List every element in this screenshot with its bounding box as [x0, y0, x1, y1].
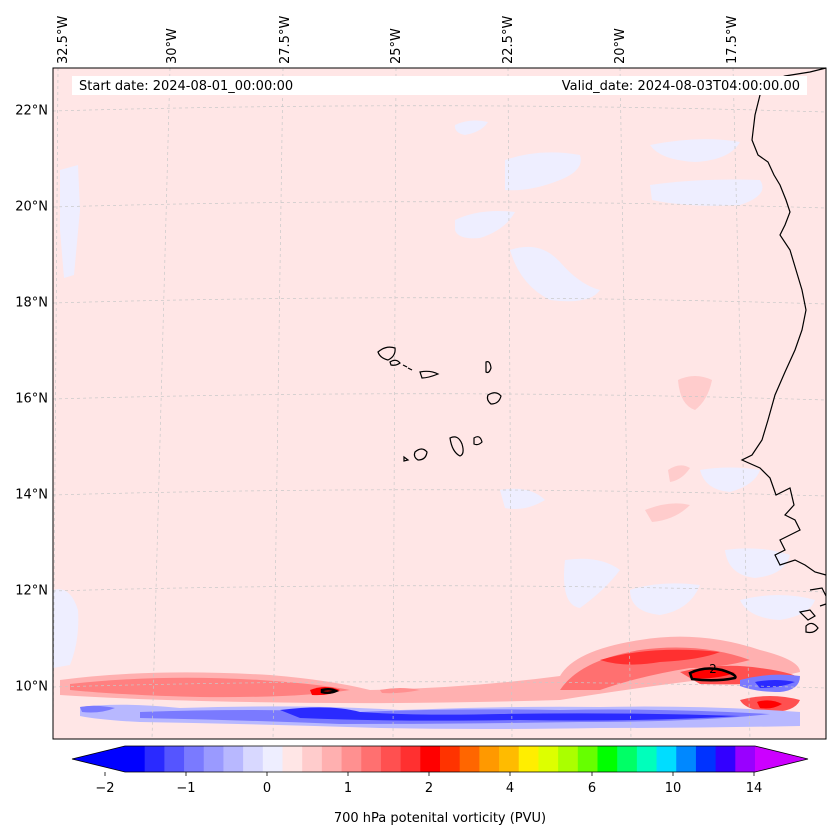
colorbar-cell: [282, 746, 303, 772]
pv-field-background: [53, 68, 826, 739]
colorbar-cell: [262, 746, 283, 772]
colorbar-cell: [636, 746, 658, 772]
colorbar-tick-label: −1: [176, 781, 195, 796]
colorbar-cell: [400, 746, 421, 772]
colorbar-cell: [302, 746, 323, 772]
colorbar-cell: [735, 746, 756, 772]
colorbar-cell: [203, 746, 224, 772]
pv-positive-band: [60, 636, 800, 712]
lat-label: 16°N: [15, 392, 48, 407]
colorbar-ticks: [104, 772, 755, 776]
contour-label: 2: [709, 662, 717, 676]
colorbar-cell: [617, 746, 638, 772]
cape-verde-islands: [377, 346, 502, 462]
colorbar-cell: [440, 746, 461, 772]
colorbar-tick-label: 4: [506, 781, 514, 796]
latitude-labels: 22°N 20°N 18°N 16°N 14°N 12°N 10°N: [15, 104, 48, 695]
colorbar-cell: [558, 746, 579, 772]
graticule: [52, 67, 827, 740]
colorbar-cell: [538, 746, 559, 772]
colorbar-cells: [125, 746, 756, 772]
colorbar-cell: [223, 746, 244, 772]
lat-label: 20°N: [15, 200, 48, 215]
colorbar-cell: [184, 746, 205, 772]
colorbar-cell: [321, 746, 343, 772]
colorbar-cell: [695, 746, 717, 772]
colorbar-cell: [597, 746, 618, 772]
colorbar-cell: [380, 746, 402, 772]
colorbar-cell: [518, 746, 539, 772]
pv-contour-2: [320, 667, 737, 695]
colorbar-tick-label: 2: [425, 781, 433, 796]
colorbar-cell: [164, 746, 185, 772]
colorbar-cell: [459, 746, 480, 772]
lon-label: 27.5°W: [278, 16, 293, 64]
colorbar-tick-label: −2: [95, 781, 114, 796]
lon-label: 30°W: [165, 28, 180, 64]
lat-label: 14°N: [15, 488, 48, 503]
colorbar-cell: [715, 746, 736, 772]
lat-label: 22°N: [15, 104, 48, 119]
colorbar-cell: [144, 746, 165, 772]
map-frame: [52, 67, 827, 740]
colorbar-cell: [361, 746, 382, 772]
colorbar-under-arrow: [72, 746, 125, 772]
coastline: [740, 67, 827, 634]
pv-negative-patches: [53, 120, 815, 668]
colorbar-cell: [479, 746, 500, 772]
pv-negative-band: [80, 674, 800, 729]
lon-label: 17.5°W: [725, 16, 740, 64]
pv-positive-patches: [645, 376, 712, 522]
colorbar-cell: [577, 746, 598, 772]
colorbar-cell: [499, 746, 520, 772]
lon-label: 32.5°W: [56, 16, 71, 64]
colorbar-outline: [71, 745, 809, 773]
colorbar-cell: [676, 746, 697, 772]
colorbar-title: 700 hPa potenital vorticity (PVU): [334, 811, 546, 826]
colorbar-cell: [420, 746, 441, 772]
colorbar-tick-label: 14: [746, 781, 763, 796]
lon-label: 25°W: [389, 28, 404, 64]
valid-date-label: Valid_date: 2024-08-03T04:00:00.00: [562, 79, 800, 94]
lat-label: 10°N: [15, 680, 48, 695]
lat-label: 18°N: [15, 296, 48, 311]
lat-label: 12°N: [15, 584, 48, 599]
lon-label: 22.5°W: [501, 16, 516, 64]
colorbar-cell: [656, 746, 677, 772]
colorbar-tick-label: 1: [344, 781, 352, 796]
colorbar: −2 −1 0 1 2 4 6 10 14 700 hPa potenital …: [71, 745, 809, 826]
colorbar-cell: [341, 746, 362, 772]
colorbar-cell: [125, 746, 146, 772]
header-box: [72, 76, 807, 95]
colorbar-tick-label: 0: [263, 781, 271, 796]
start-date-label: Start date: 2024-08-01_00:00:00: [79, 79, 293, 94]
colorbar-cell: [243, 746, 264, 772]
map-panel: 2: [52, 67, 827, 740]
colorbar-over-arrow: [755, 746, 808, 772]
lon-label: 20°W: [613, 28, 628, 64]
longitude-labels: 32.5°W 30°W 27.5°W 25°W 22.5°W 20°W 17.5…: [56, 16, 740, 64]
colorbar-tick-label: 10: [665, 781, 682, 796]
colorbar-tick-label: 6: [588, 781, 596, 796]
